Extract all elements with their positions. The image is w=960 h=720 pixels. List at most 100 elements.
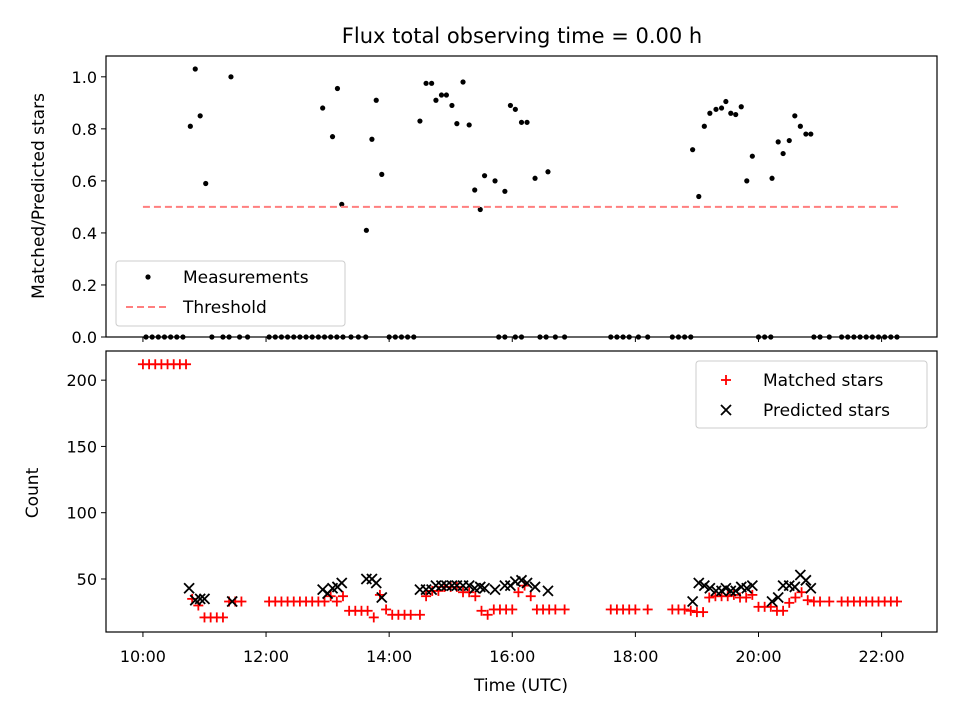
predicted-star-point-stroke — [183, 582, 195, 594]
predicted-star-point — [772, 591, 784, 604]
matched-star-point — [741, 592, 752, 603]
predicted-star-point-stroke — [783, 579, 795, 592]
measurement-point — [502, 188, 508, 194]
legend-matched-label: Matched stars — [763, 371, 883, 391]
predicted-star-point — [766, 595, 778, 608]
measurement-point — [472, 187, 478, 193]
matched-star-point — [642, 604, 653, 615]
measurement-point — [518, 119, 525, 125]
bottom-x-tick-label: 12:00 — [243, 647, 289, 666]
predicted-star-point — [529, 581, 541, 593]
measurement-point — [334, 85, 341, 92]
predicted-star-point-stroke — [794, 569, 806, 581]
measurement-point — [363, 227, 369, 233]
predicted-star-point-stroke — [370, 577, 382, 589]
bottom-y-axis-label: Count — [23, 467, 43, 518]
legend-predicted-label: Predicted stars — [763, 401, 890, 421]
measurement-point — [379, 171, 385, 177]
matched-star-point — [513, 587, 524, 598]
measurement-point — [369, 136, 375, 142]
matched-star-point — [319, 596, 330, 607]
predicted-star-point-stroke — [741, 582, 753, 594]
matched-star-point — [790, 592, 801, 603]
matched-star-point — [482, 609, 493, 620]
measurement-point — [749, 153, 755, 159]
measurement-point — [187, 123, 193, 129]
bottom-y-tick-label: 150 — [66, 437, 97, 456]
bottom-panel: 50 100 150 200 10:00 12:00 14:00 16:00 18:00 20:0… — [23, 350, 938, 696]
measurement-point — [197, 113, 203, 119]
matched-star-point — [698, 607, 709, 618]
bottom-axes: 50 100 150 200 10:00 12:00 14:00 16:00 18:00 20:0… — [66, 371, 904, 666]
predicted-star-point — [370, 577, 382, 589]
matched-star-point — [679, 604, 690, 615]
matched-star-point — [362, 605, 373, 616]
legend-predicted-marker — [720, 404, 732, 416]
measurement-point — [545, 169, 551, 175]
matched-star-point — [381, 604, 392, 615]
predicted-star-point — [336, 577, 348, 589]
predicted-star-point-stroke — [515, 574, 528, 586]
predicted-star-point — [521, 577, 533, 589]
matched-star-point — [815, 596, 826, 607]
measurement-point — [803, 131, 809, 137]
measurement-point — [532, 175, 538, 181]
bottom-marks — [137, 359, 902, 623]
legend-threshold-label: Threshold — [182, 298, 267, 318]
measurement-point — [466, 122, 472, 128]
predicted-star-point — [693, 577, 705, 589]
top-y-tick-label: 0.8 — [72, 120, 97, 139]
predicted-star-point-stroke — [521, 577, 533, 589]
predicted-star-point-stroke — [478, 582, 491, 594]
measurement-point — [780, 150, 786, 157]
measurement-point — [454, 121, 460, 127]
matched-star-point — [802, 595, 813, 606]
predicted-star-point — [789, 581, 801, 593]
predicted-star-point-stroke — [686, 595, 699, 608]
predicted-star-point — [478, 582, 491, 594]
top-y-tick-label: 0.2 — [72, 276, 97, 295]
measurement-point — [696, 193, 702, 200]
predicted-star-point-stroke — [446, 579, 458, 592]
matched-star-point — [414, 609, 425, 620]
predicted-star-point-stroke — [789, 581, 801, 593]
measurement-point — [192, 66, 198, 72]
matched-star-point — [507, 604, 518, 615]
measurement-point — [512, 106, 518, 112]
top-y-tick-label: 0.6 — [72, 172, 97, 191]
matched-star-point — [824, 596, 835, 607]
predicted-star-point — [489, 583, 501, 596]
bottom-x-tick-label: 16:00 — [489, 647, 535, 666]
measurement-point — [228, 74, 234, 80]
predicted-star-point-stroke — [336, 577, 348, 589]
bottom-y-tick-label: 50 — [77, 570, 97, 589]
chart-title: Flux total observing time = 0.00 h — [342, 24, 702, 48]
predicted-star-point-stroke — [704, 582, 716, 594]
predicted-star-point-stroke — [376, 591, 388, 604]
predicted-star-point — [704, 582, 716, 594]
legend-matched-marker — [721, 375, 731, 385]
matched-star-point — [630, 604, 641, 615]
predicted-star-point-stroke — [198, 593, 211, 605]
predicted-star-point — [435, 579, 448, 592]
measurement-point — [775, 139, 781, 145]
predicted-star-point-stroke — [194, 593, 206, 605]
matched-star-point — [747, 589, 758, 600]
legend-measurements-label: Measurements — [183, 268, 309, 288]
top-legend: Measurements Threshold — [115, 260, 346, 327]
matched-star-point — [405, 609, 416, 620]
measurement-point — [744, 178, 750, 184]
bottom-legend-box — [695, 360, 928, 429]
measurement-point — [449, 102, 455, 109]
predicted-star-point — [376, 591, 388, 604]
measurement-point — [203, 180, 209, 187]
measurement-point — [728, 110, 734, 116]
matched-star-point — [550, 604, 561, 615]
matched-star-point — [217, 612, 228, 623]
predicted-star-point-stroke — [698, 579, 710, 592]
matched-star-point — [704, 592, 715, 603]
measurement-point — [320, 105, 326, 111]
legend-predicted-marker-stroke — [720, 404, 732, 416]
bottom-x-tick-label: 10:00 — [120, 647, 166, 666]
matched-star-point — [368, 612, 379, 623]
